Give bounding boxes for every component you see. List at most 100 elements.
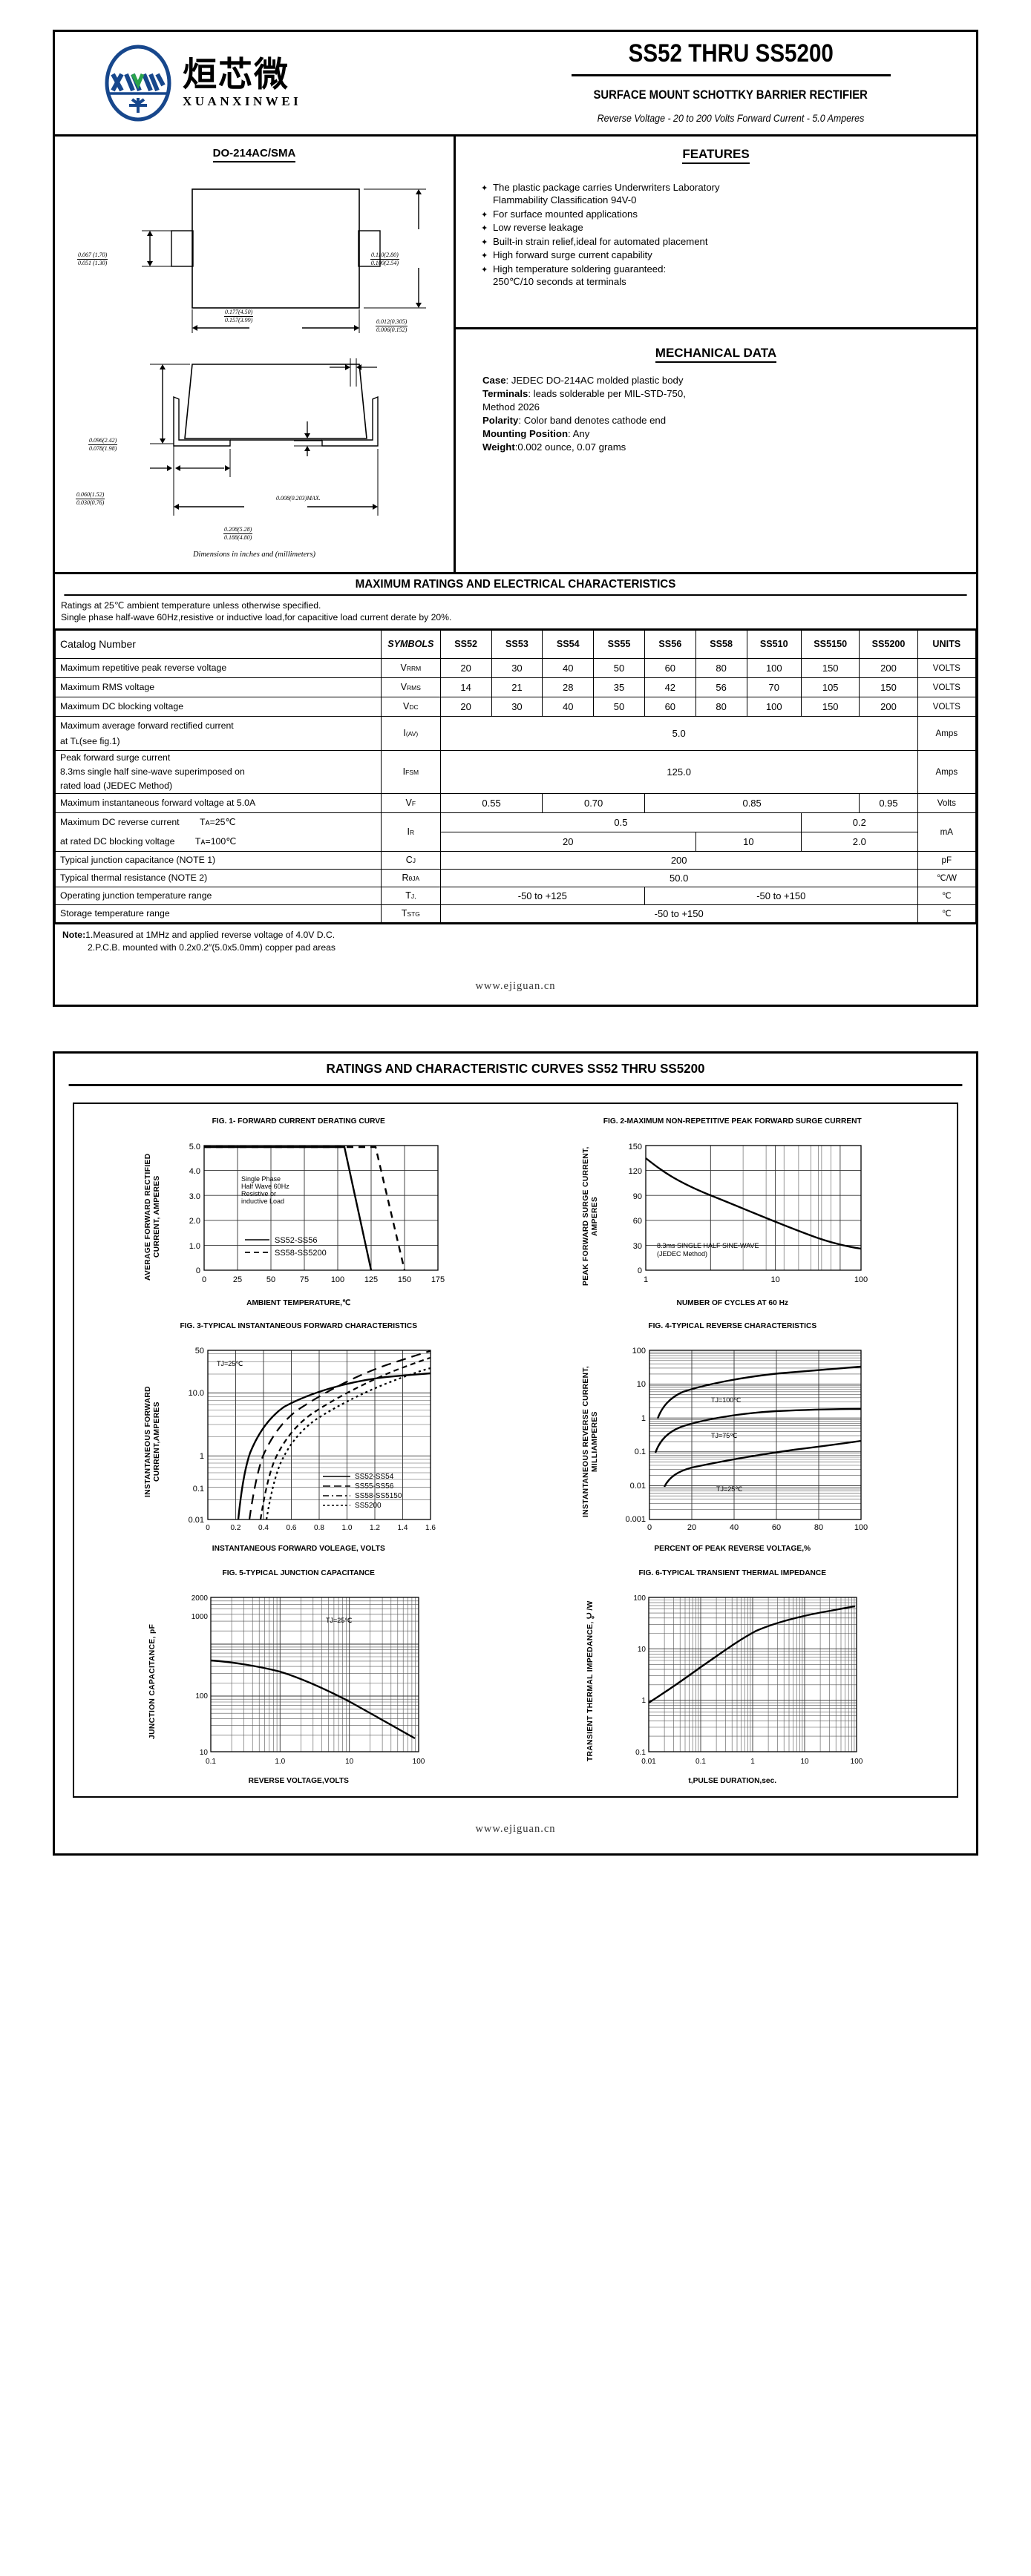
company-name-en: XUANXINWEI [183,94,302,108]
row-symbol: RθJA [380,868,441,887]
cell-value: 200 [859,657,918,678]
row-label: Storage temperature range [55,904,382,923]
table-row-vdc: Maximum DC blocking voltage VDC 20 30 40… [55,696,977,717]
table-row-cj: Typical junction capacitance (NOTE 1) CJ… [55,850,977,870]
mechanical-data-block: MECHANICAL DATA Case: JEDEC DO-214AC mol… [456,327,976,496]
svg-text:25: 25 [233,1275,242,1284]
figure-6-plot: 100 10 1 0.1 0.01 0.1 1 10 100 [633,1594,863,1766]
svg-text:8.3ms SINGLE HALF SINE-WAVE: 8.3ms SINGLE HALF SINE-WAVE [657,1242,759,1249]
svg-text:1: 1 [644,1275,648,1284]
svg-text:Resistive or: Resistive or [241,1190,276,1197]
cell-unit: VOLTS [917,677,977,697]
figure-3-plot: TJ=25℃ SS52-SS54 SS55-SS56 SS58-SS5150 S… [189,1347,436,1532]
figure-6-xlabel: t,PULSE DURATION,sec. [688,1776,777,1785]
svg-text:1.0: 1.0 [189,1242,200,1251]
svg-text:inductive Load: inductive Load [241,1197,284,1205]
figure-5-plot: TJ=25℃ 2000 1000 100 10 0.1 1.0 10 100 [192,1594,425,1766]
row-symbol: VRMS [380,677,441,697]
watermark-page2: www.ejiguan.cn [475,1823,556,1836]
svg-text:0: 0 [196,1266,200,1275]
svg-text:0.1: 0.1 [695,1758,706,1766]
row-symbol: IFSM [380,749,441,794]
svg-text:175: 175 [431,1275,445,1284]
cell-unit: ℃/W [917,868,977,887]
page2-frame: RATINGS AND CHARACTERISTIC CURVES SS52 T… [53,1051,978,1856]
svg-text:SS58-SS5200: SS58-SS5200 [275,1249,327,1258]
svg-text:0.6: 0.6 [287,1524,297,1532]
row-symbol: VF [380,792,441,813]
feature-item: ✦ High temperature soldering guaranteed:… [481,263,667,287]
figure-2: FIG. 2-MAXIMUM NON-REPETITIVE PEAK FORWA… [516,1117,950,1309]
table-row-ir-2: at rated DC blocking voltage Tᴀ=100℃ 20 … [55,831,976,852]
svg-text:10: 10 [200,1749,209,1757]
svg-text:90: 90 [633,1192,642,1201]
figure-5-xlabel: REVERSE VOLTAGE,VOLTS [248,1776,349,1785]
cell-value: 60 [644,657,696,678]
cell-value: 50.0 [439,868,918,887]
cell-unit: Amps [917,715,977,751]
dim-standoff: 0.008(0.203)MAX. [276,495,321,502]
header-part-ss52: SS52 [439,629,492,659]
svg-text:1.2: 1.2 [370,1524,380,1532]
figure-2-title: FIG. 2-MAXIMUM NON-REPETITIVE PEAK FORWA… [603,1117,862,1126]
cell-value: 70 [746,677,802,697]
diamond-bullet-icon: ✦ [481,184,488,193]
svg-text:(JEDEC Method): (JEDEC Method) [657,1250,707,1258]
cell-value: 60 [644,696,696,717]
row-label: at rated DC blocking voltage Tᴀ=100℃ [55,832,382,852]
svg-text:0.1: 0.1 [635,1749,646,1757]
row-label: Maximum DC blocking voltage [55,696,382,717]
svg-text:0.01: 0.01 [629,1482,645,1491]
svg-text:0: 0 [647,1523,652,1532]
table-header-row: Catalog Number SYMBOLS SS52 SS53 SS54 SS… [55,629,977,659]
svg-text:TJ=75℃: TJ=75℃ [711,1432,737,1439]
figure-5-ylabel: JUNCTION CAPACITANCE, pF [148,1623,157,1739]
row-label: Maximum RMS voltage [55,677,382,697]
diamond-bullet-icon: ✦ [481,224,488,234]
row-label: Peak forward surge current 8.3ms single … [55,749,382,794]
cell-value: 2.0 [801,831,918,852]
feature-item: ✦ For surface mounted applications [481,208,638,220]
svg-text:0: 0 [202,1275,206,1284]
mechanical-row: Weight:0.002 ounce, 0.07 grams [482,441,626,453]
cell-value: 40 [542,696,595,717]
product-subtitle: SURFACE MOUNT SCHOTTKY BARRIER RECTIFIER [593,88,868,102]
watermark-page1: www.ejiguan.cn [475,980,556,993]
cell-value: 40 [542,657,595,678]
cell-unit: Volts [917,792,977,813]
svg-text:1: 1 [750,1758,755,1766]
svg-text:0: 0 [206,1524,211,1532]
figure-3: FIG. 3-TYPICAL INSTANTANEOUS FORWARD CHA… [82,1322,516,1554]
cell-value: -50 to +125 [439,886,645,905]
row-label: Maximum DC reverse current Tᴀ=25℃ [55,812,382,832]
curves-page-title: RATINGS AND CHARACTERISTIC CURVES SS52 T… [68,1054,963,1087]
cell-value: 125.0 [439,749,918,794]
svg-text:40: 40 [730,1523,739,1532]
svg-text:Half Wave 60Hz: Half Wave 60Hz [241,1183,289,1190]
features-mechanical-column: FEATURES ✦ The plastic package carries U… [456,137,976,572]
figure-row-1: FIG. 1- FORWARD CURRENT DERATING CURVE A… [82,1117,949,1309]
figure-3-xlabel: INSTANTANEOUS FORWARD VOLEAGE, VOLTS [212,1544,385,1553]
row-symbol: TJ, [380,886,441,905]
note-2: 2.P.C.B. mounted with 0.2x0.2″(5.0x5.0mm… [88,942,336,953]
cell-unit: ℃ [917,904,977,923]
cell-value: 56 [695,677,747,697]
table-row-tstg: Storage temperature range TSTG -50 to +1… [55,904,977,923]
mechanical-data-list: Case: JEDEC DO-214AC molded plastic body… [466,374,966,454]
cell-value: 5.0 [439,715,918,751]
row-symbol: IR [380,812,441,852]
cell-value: 80 [695,657,747,678]
dim-body-height: 0.096(2.42) 0.078(1.98) [88,437,118,452]
datasheet-page-1: 烜芯微 XUANXINWEI SS52 THRU SS5200 SURFACE … [0,30,1031,1008]
svg-text:1.0: 1.0 [342,1524,353,1532]
svg-text:0.2: 0.2 [231,1524,241,1532]
header-part-ss510: SS510 [746,629,802,659]
diamond-bullet-icon: ✦ [481,237,488,247]
header-symbols: SYMBOLS [380,629,441,659]
header: 烜芯微 XUANXINWEI SS52 THRU SS5200 SURFACE … [55,32,976,137]
svg-text:150: 150 [628,1143,641,1151]
cell-value: 0.2 [801,812,918,832]
figure-3-title: FIG. 3-TYPICAL INSTANTANEOUS FORWARD CHA… [180,1321,418,1330]
svg-text:10.0: 10.0 [189,1389,204,1398]
row-label: Typical junction capacitance (NOTE 1) [55,850,382,870]
